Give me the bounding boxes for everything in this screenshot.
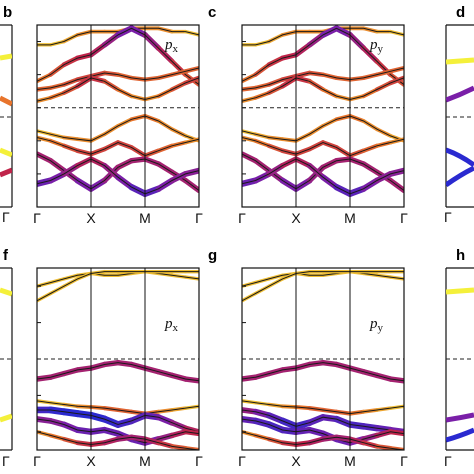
band-c-7-line	[242, 153, 404, 191]
panel-letter-b: b	[3, 4, 12, 21]
band-c-4-line	[242, 77, 404, 102]
orbital-label-b: px	[164, 37, 179, 55]
bands-b	[37, 25, 199, 197]
orbital-subscript-c: y	[377, 43, 383, 55]
left-top-band-2	[0, 95, 12, 107]
xtick-label-g-2: M	[344, 453, 356, 469]
xtick-label-g-3: Γ	[400, 453, 408, 469]
panel-letter-c: c	[208, 4, 216, 21]
band-g-6-line	[242, 418, 404, 444]
panel-h-tick-gamma: Γ	[444, 453, 452, 469]
panel-c: c Γ X M Γpy	[208, 4, 408, 226]
orbital-subscript-b: x	[172, 43, 178, 55]
orbital-label-f: px	[164, 316, 179, 334]
partial-panel-h: h Γ	[444, 247, 474, 469]
left-top-band-3	[0, 147, 12, 158]
panel-h-band-3	[446, 427, 474, 443]
band-b-7-line	[37, 153, 199, 191]
xtick-label-f-2: M	[139, 453, 151, 469]
left-bot-band-1	[0, 287, 12, 297]
xtick-label-f-1: X	[86, 453, 96, 469]
band-f-4-line	[37, 400, 199, 415]
xtick-label-b-1: X	[86, 210, 96, 226]
xtick-label-c-2: M	[344, 210, 356, 226]
panel-b: b Γ X M Γpx	[3, 4, 203, 226]
xtick-label-b-2: M	[139, 210, 151, 226]
band-c-5-line	[242, 115, 404, 142]
band-f-1-line	[37, 271, 199, 287]
band-c-6-line	[242, 137, 404, 157]
partial-panel-d: d Γ	[444, 4, 474, 225]
band-f-3-line	[37, 362, 199, 382]
panel-g: g Γ X M Γpy	[208, 247, 408, 469]
band-f-2-line	[37, 271, 199, 302]
xtick-label-f-3: Γ	[195, 453, 203, 469]
bands-f	[37, 269, 199, 450]
panel-letter-h: h	[456, 247, 465, 264]
orbital-subscript-f: x	[172, 322, 178, 334]
band-b-6-line	[37, 137, 199, 157]
panel-d-band-1	[446, 57, 474, 65]
frame-c	[241, 24, 405, 208]
bands-g	[242, 269, 404, 450]
panel-letter-g: g	[208, 247, 217, 264]
frame-b	[36, 24, 200, 208]
orbital-subscript-g: y	[377, 322, 383, 334]
panel-d-tick-gamma: Γ	[444, 209, 452, 225]
xtick-label-b-3: Γ	[195, 210, 203, 226]
band-c-3-line	[242, 67, 404, 90]
band-f-6-line	[37, 418, 199, 444]
left-bot-band-2	[0, 413, 12, 423]
left-partial-panel-bottom: Γ	[0, 267, 13, 469]
band-c-2-line	[242, 27, 404, 86]
panel-letter-d: d	[456, 4, 465, 21]
band-b-3-line	[37, 67, 199, 90]
orbital-label-c: py	[369, 37, 384, 55]
band-b-4-line	[37, 77, 199, 102]
band-g-2-line	[242, 271, 404, 302]
xtick-label-c-0: Γ	[238, 210, 246, 226]
xtick-label-g-0: Γ	[238, 453, 246, 469]
band-b-8-line	[37, 158, 199, 195]
left-top-tick-gamma: Γ	[2, 209, 10, 225]
left-bot-tick-gamma: Γ	[2, 453, 10, 469]
band-b-5-line	[37, 115, 199, 142]
xtick-label-b-0: Γ	[33, 210, 41, 226]
left-top-band-1	[0, 53, 12, 61]
band-f-7-line	[37, 431, 199, 450]
orbital-label-g: py	[369, 316, 384, 334]
band-c-8-line	[242, 158, 404, 195]
band-g-1-line	[242, 271, 404, 287]
panel-h-band-1	[446, 287, 474, 295]
panel-d-band-2	[446, 85, 474, 103]
panel-d-band-4	[446, 165, 474, 188]
panel-letter-f: f	[3, 247, 9, 264]
band-g-5-line	[242, 409, 404, 433]
band-b-2-line	[37, 27, 199, 86]
xtick-label-c-1: X	[291, 210, 301, 226]
left-partial-panel-top: Γ	[0, 24, 13, 225]
left-top-band-4	[0, 167, 12, 178]
xtick-label-g-1: X	[291, 453, 301, 469]
band-g-7-line	[242, 431, 404, 450]
band-f-5-line	[37, 409, 199, 433]
band-g-4-line	[242, 400, 404, 415]
xtick-label-f-0: Γ	[33, 453, 41, 469]
panel-f: f Γ X M Γpx	[3, 247, 203, 469]
band-g-3-line	[242, 362, 404, 382]
xtick-label-c-3: Γ	[400, 210, 408, 226]
bands-c	[242, 25, 404, 197]
panel-h-band-2	[446, 412, 474, 423]
panel-d-band-3	[446, 147, 474, 168]
